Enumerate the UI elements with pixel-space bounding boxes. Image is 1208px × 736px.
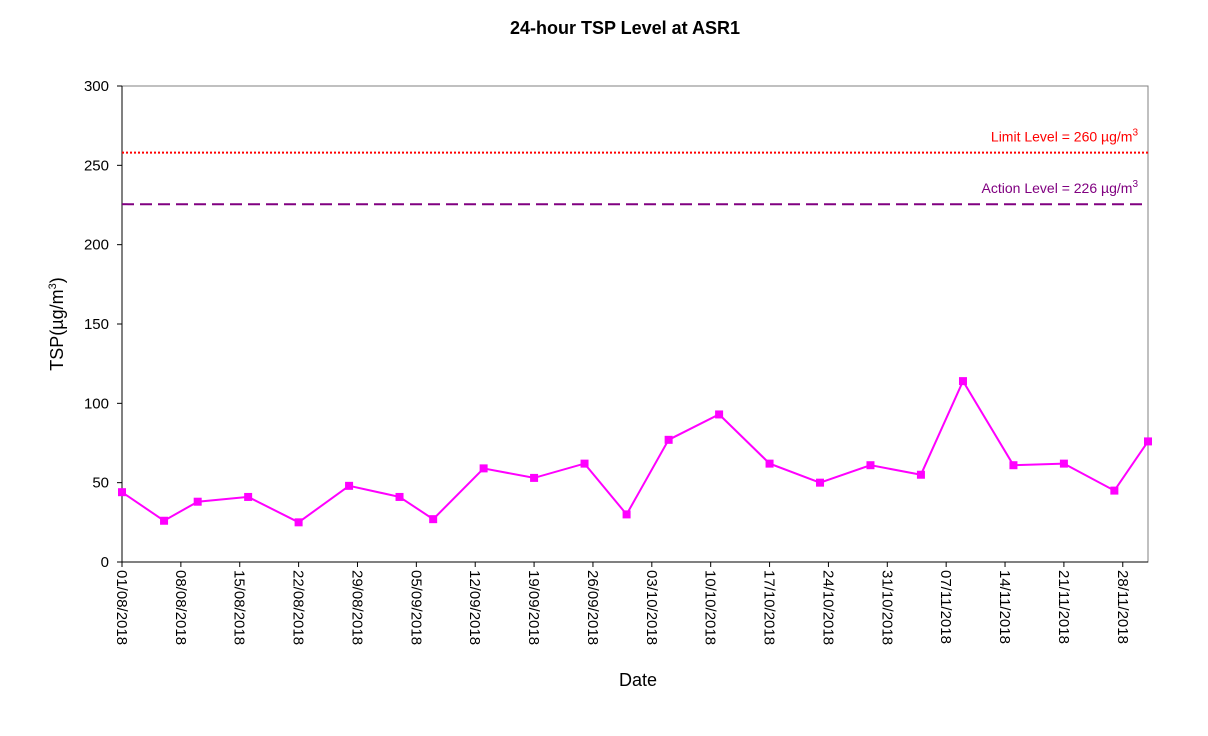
y-axis-label-unit: µg/m (47, 289, 67, 329)
data-point (664, 435, 673, 444)
data-point (916, 470, 925, 479)
x-tick-label: 07/11/2018 (937, 570, 954, 644)
y-tick-label: 250 (84, 157, 109, 174)
data-point (958, 377, 967, 386)
data-point (622, 510, 631, 519)
limit-level-label-text: Limit Level = 260 µg/m (991, 129, 1133, 145)
x-tick-label: 01/08/2018 (113, 570, 130, 645)
data-point (193, 497, 202, 506)
action-level-label-sup: 3 (1132, 179, 1138, 190)
x-axis-ticks: 01/08/2018 08/08/2018 15/08/2018 22/08/2018… (113, 562, 1131, 645)
data-point (1144, 437, 1152, 446)
limit-level-label-sup: 3 (1132, 128, 1138, 139)
data-point (1110, 486, 1119, 495)
x-tick-label: 31/10/2018 (878, 570, 895, 645)
y-tick-label: 200 (84, 237, 109, 254)
y-tick-label: 300 (84, 78, 109, 95)
data-point (395, 492, 404, 501)
y-tick-label: 100 (84, 395, 109, 412)
data-point (479, 464, 488, 473)
series-layer (118, 377, 1152, 527)
y-axis-label-main: TSP( (47, 330, 67, 371)
data-point (765, 459, 774, 468)
x-tick-label: 17/10/2018 (761, 570, 778, 645)
chart-title: 24-hour TSP Level at ASR1 (510, 18, 740, 38)
x-tick-label: 19/09/2018 (525, 570, 542, 645)
data-point (1009, 461, 1018, 470)
data-point (530, 473, 539, 482)
data-point (294, 518, 303, 527)
x-tick-label: 28/11/2018 (1114, 570, 1131, 644)
x-tick-label: 15/08/2018 (231, 570, 248, 645)
data-point (866, 461, 875, 470)
action-level-label: Action Level = 226 µg/m3 (982, 179, 1139, 196)
limit-level-label: Limit Level = 260 µg/m3 (991, 128, 1139, 145)
plot-area (121, 85, 1149, 563)
y-tick-label: 150 (84, 316, 109, 333)
data-point (1059, 459, 1068, 468)
x-tick-label: 26/09/2018 (584, 570, 601, 645)
data-point (580, 459, 589, 468)
y-axis-ticks: 0 50 100 150 200 250 300 (84, 78, 122, 571)
plot-border (121, 85, 1149, 563)
x-tick-label: 10/10/2018 (702, 570, 719, 645)
x-tick-label: 14/11/2018 (996, 570, 1013, 644)
x-axis-label: Date (619, 670, 657, 690)
data-point (816, 478, 825, 487)
x-tick-label: 05/09/2018 (407, 570, 424, 645)
data-point (160, 516, 169, 525)
x-tick-label: 08/08/2018 (172, 570, 189, 645)
x-tick-label: 12/09/2018 (466, 570, 483, 645)
y-tick-label: 50 (92, 475, 109, 492)
y-axis-label: TSP(µg/m3) (47, 277, 67, 371)
data-point (244, 492, 253, 501)
data-point (118, 488, 126, 497)
y-tick-label: 0 (101, 554, 109, 571)
y-axis-label-sup: 3 (47, 283, 59, 289)
data-point (715, 410, 724, 419)
x-tick-label: 29/08/2018 (348, 570, 365, 645)
y-axis-label-close: ) (47, 277, 67, 283)
action-level-label-text: Action Level = 226 µg/m (982, 180, 1133, 196)
x-tick-label: 22/08/2018 (290, 570, 307, 645)
data-point (429, 515, 438, 524)
data-point (345, 481, 354, 490)
x-tick-label: 24/10/2018 (819, 570, 836, 645)
x-tick-label: 03/10/2018 (643, 570, 660, 645)
x-tick-label: 21/11/2018 (1055, 570, 1072, 644)
